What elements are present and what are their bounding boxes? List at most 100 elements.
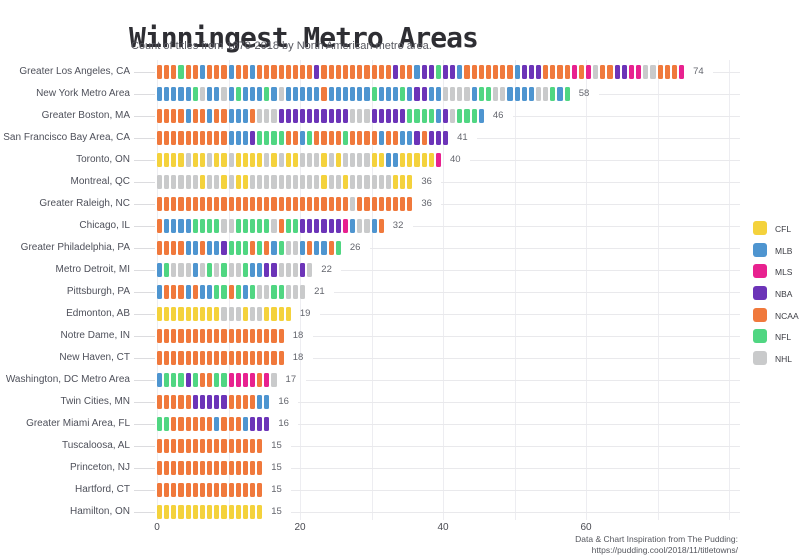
- title-unit-ncaa: [207, 373, 213, 387]
- chart-row: Greater Boston, MA 46: [0, 109, 800, 123]
- title-unit-ncaa: [278, 197, 284, 211]
- title-unit-nba: [278, 109, 284, 123]
- title-unit-mlb: [178, 219, 184, 233]
- title-unit-nba: [421, 87, 427, 101]
- title-unit-ncaa: [249, 439, 256, 453]
- title-unit-cfl: [235, 153, 241, 167]
- title-unit-nba: [428, 65, 434, 79]
- title-unit-cfl: [271, 307, 277, 321]
- title-unit-ncaa: [242, 395, 248, 409]
- title-unit-mlb: [514, 65, 520, 79]
- label-leader-line: [134, 468, 155, 469]
- title-unit-ncaa: [249, 109, 256, 123]
- title-unit-mlb: [185, 241, 191, 255]
- title-unit-cfl: [400, 175, 406, 189]
- title-unit-mlb: [314, 241, 320, 255]
- title-unit-nfl: [171, 373, 177, 387]
- title-unit-ncaa: [257, 197, 263, 211]
- title-unit-nfl: [371, 87, 377, 101]
- title-unit-nhl: [314, 153, 320, 167]
- title-unit-nba: [443, 131, 449, 145]
- title-unit-nhl: [271, 373, 277, 387]
- title-unit-ncaa: [564, 65, 570, 79]
- title-unit-ncaa: [214, 329, 220, 343]
- title-unit-nhl: [185, 263, 191, 277]
- title-unit-nhl: [221, 307, 227, 321]
- title-unit-cfl: [414, 153, 420, 167]
- title-unit-nhl: [207, 175, 213, 189]
- title-unit-nhl: [328, 153, 334, 167]
- title-unit-cfl: [257, 505, 263, 519]
- title-unit-ncaa: [664, 65, 670, 79]
- title-unit-ncaa: [364, 131, 370, 145]
- title-unit-ncaa: [192, 65, 198, 79]
- title-unit-mlb: [392, 87, 399, 101]
- title-unit-ncaa: [228, 483, 234, 497]
- title-unit-ncaa: [228, 417, 234, 431]
- title-unit-ncaa: [300, 197, 306, 211]
- row-total-value: 36: [421, 176, 432, 187]
- title-unit-ncaa: [285, 197, 291, 211]
- row-trailing-line: [291, 512, 740, 513]
- title-unit-cfl: [228, 505, 234, 519]
- title-unit-ncaa: [185, 483, 191, 497]
- label-leader-line: [134, 512, 155, 513]
- title-unit-nfl: [271, 131, 277, 145]
- title-unit-nhl: [264, 109, 270, 123]
- title-unit-ncaa: [242, 329, 248, 343]
- title-unit-nfl: [164, 373, 170, 387]
- row-trailing-line: [441, 182, 740, 183]
- title-unit-nhl: [249, 307, 256, 321]
- title-unit-ncaa: [307, 241, 313, 255]
- title-unit-cfl: [407, 153, 413, 167]
- title-unit-nfl: [292, 219, 299, 233]
- title-unit-nfl: [178, 65, 184, 79]
- chart-row: Toronto, ON 40: [0, 153, 800, 167]
- title-unit-ncaa: [271, 351, 277, 365]
- title-unit-nhl: [171, 175, 177, 189]
- chart-row: Metro Detroit, MI 22: [0, 263, 800, 277]
- title-unit-nba: [292, 109, 299, 123]
- title-unit-nhl: [185, 153, 191, 167]
- row-trailing-line: [312, 336, 740, 337]
- title-unit-nfl: [242, 241, 248, 255]
- title-unit-nba: [249, 131, 256, 145]
- label-leader-line: [134, 182, 155, 183]
- title-unit-ncaa: [192, 329, 198, 343]
- title-unit-nhl: [350, 197, 356, 211]
- chart-row: Notre Dame, IN 18: [0, 329, 800, 343]
- title-unit-mlb: [171, 87, 177, 101]
- title-unit-ncaa: [192, 483, 198, 497]
- title-unit-nfl: [550, 87, 556, 101]
- title-unit-ncaa: [249, 395, 256, 409]
- title-unit-mlb: [321, 241, 327, 255]
- title-unit-mlb: [414, 65, 420, 79]
- title-unit-mlb: [271, 87, 277, 101]
- title-unit-nfl: [400, 87, 406, 101]
- title-unit-nhl: [235, 263, 241, 277]
- title-unit-ncaa: [249, 241, 256, 255]
- title-unit-ncaa: [185, 461, 191, 475]
- title-unit-mlb: [228, 87, 234, 101]
- title-unit-ncaa: [471, 65, 477, 79]
- title-unit-mlb: [171, 219, 177, 233]
- title-unit-ncaa: [264, 241, 270, 255]
- title-unit-ncaa: [157, 109, 163, 123]
- title-unit-cfl: [421, 153, 427, 167]
- footer-credit-url[interactable]: https://pudding.cool/2018/11/titletowns/: [591, 545, 738, 556]
- label-leader-line: [134, 204, 155, 205]
- row-trailing-line: [369, 248, 740, 249]
- title-unit-nhl: [364, 109, 370, 123]
- title-unit-nfl: [235, 87, 241, 101]
- title-unit-nhl: [300, 285, 306, 299]
- title-unit-ncaa: [357, 131, 363, 145]
- title-unit-ncaa: [235, 351, 241, 365]
- title-unit-nhl: [214, 175, 220, 189]
- chart-row: Tuscaloosa, AL 15: [0, 439, 800, 453]
- title-unit-ncaa: [178, 351, 184, 365]
- title-unit-ncaa: [178, 131, 184, 145]
- title-unit-nhl: [543, 87, 549, 101]
- title-unit-nba: [328, 109, 334, 123]
- page-subtitle: Count of titles from 1870-2018 by North …: [131, 40, 432, 52]
- title-unit-nhl: [450, 109, 456, 123]
